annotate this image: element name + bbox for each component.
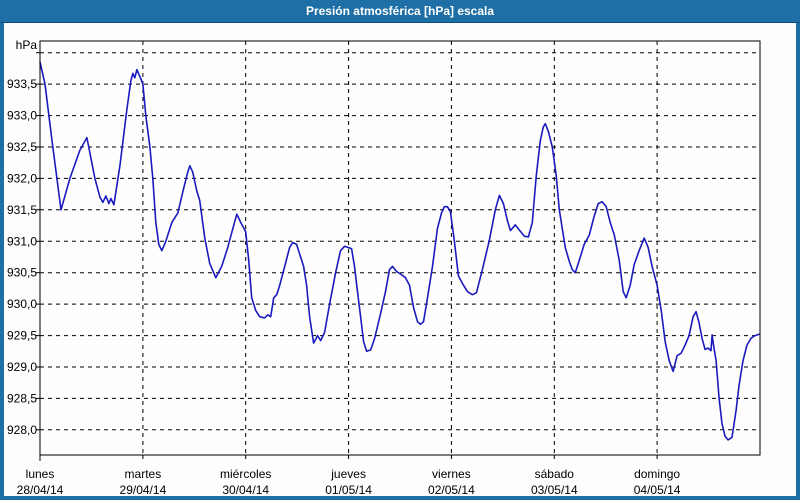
y-axis-label: 932,5 — [7, 140, 37, 154]
y-axis-unit-label: hPa — [16, 38, 38, 52]
x-axis-day-label: domingo — [634, 467, 680, 481]
x-axis-date-label: 01/05/14 — [325, 483, 372, 497]
y-axis-label: 928,5 — [7, 391, 37, 405]
x-axis-day-label: jueves — [330, 467, 366, 481]
x-axis-day-label: miércoles — [220, 467, 271, 481]
y-axis-label: 933,0 — [7, 109, 37, 123]
x-axis-date-label: 29/04/14 — [120, 483, 167, 497]
y-axis-label: 930,5 — [7, 266, 37, 280]
y-axis-label: 933,5 — [7, 77, 37, 91]
y-axis-label: 932,0 — [7, 171, 37, 185]
pressure-line — [39, 61, 760, 441]
x-axis-day-label: martes — [125, 467, 162, 481]
x-axis-day-label: viernes — [432, 467, 471, 481]
x-axis-day-label: sábado — [535, 467, 575, 481]
y-axis-label: 931,0 — [7, 234, 37, 248]
window-title: Presión atmosférica [hPa] escala — [306, 4, 494, 18]
plot-area: 933,5 933,0 932,5 932,0 931,5 931,0 930,5 930,0… — [7, 40, 761, 497]
x-axis-date-label: 04/05/14 — [634, 483, 681, 497]
x-axis-date-label: 30/04/14 — [222, 483, 269, 497]
y-axis-label: 931,5 — [7, 203, 37, 217]
y-axis-label: 929,5 — [7, 329, 37, 343]
title-bar — [0, 0, 800, 22]
x-axis-date-label: 28/04/14 — [17, 483, 64, 497]
plot-background — [40, 41, 760, 455]
y-axis-label: 929,0 — [7, 360, 37, 374]
x-axis-date-label: 02/05/14 — [428, 483, 475, 497]
y-axis-label: 930,0 — [7, 297, 37, 311]
x-axis-day-label: lunes — [26, 467, 55, 481]
x-axis-date-label: 03/05/14 — [531, 483, 578, 497]
plot-border — [39, 40, 761, 456]
y-axis-label: 928,0 — [7, 423, 37, 437]
